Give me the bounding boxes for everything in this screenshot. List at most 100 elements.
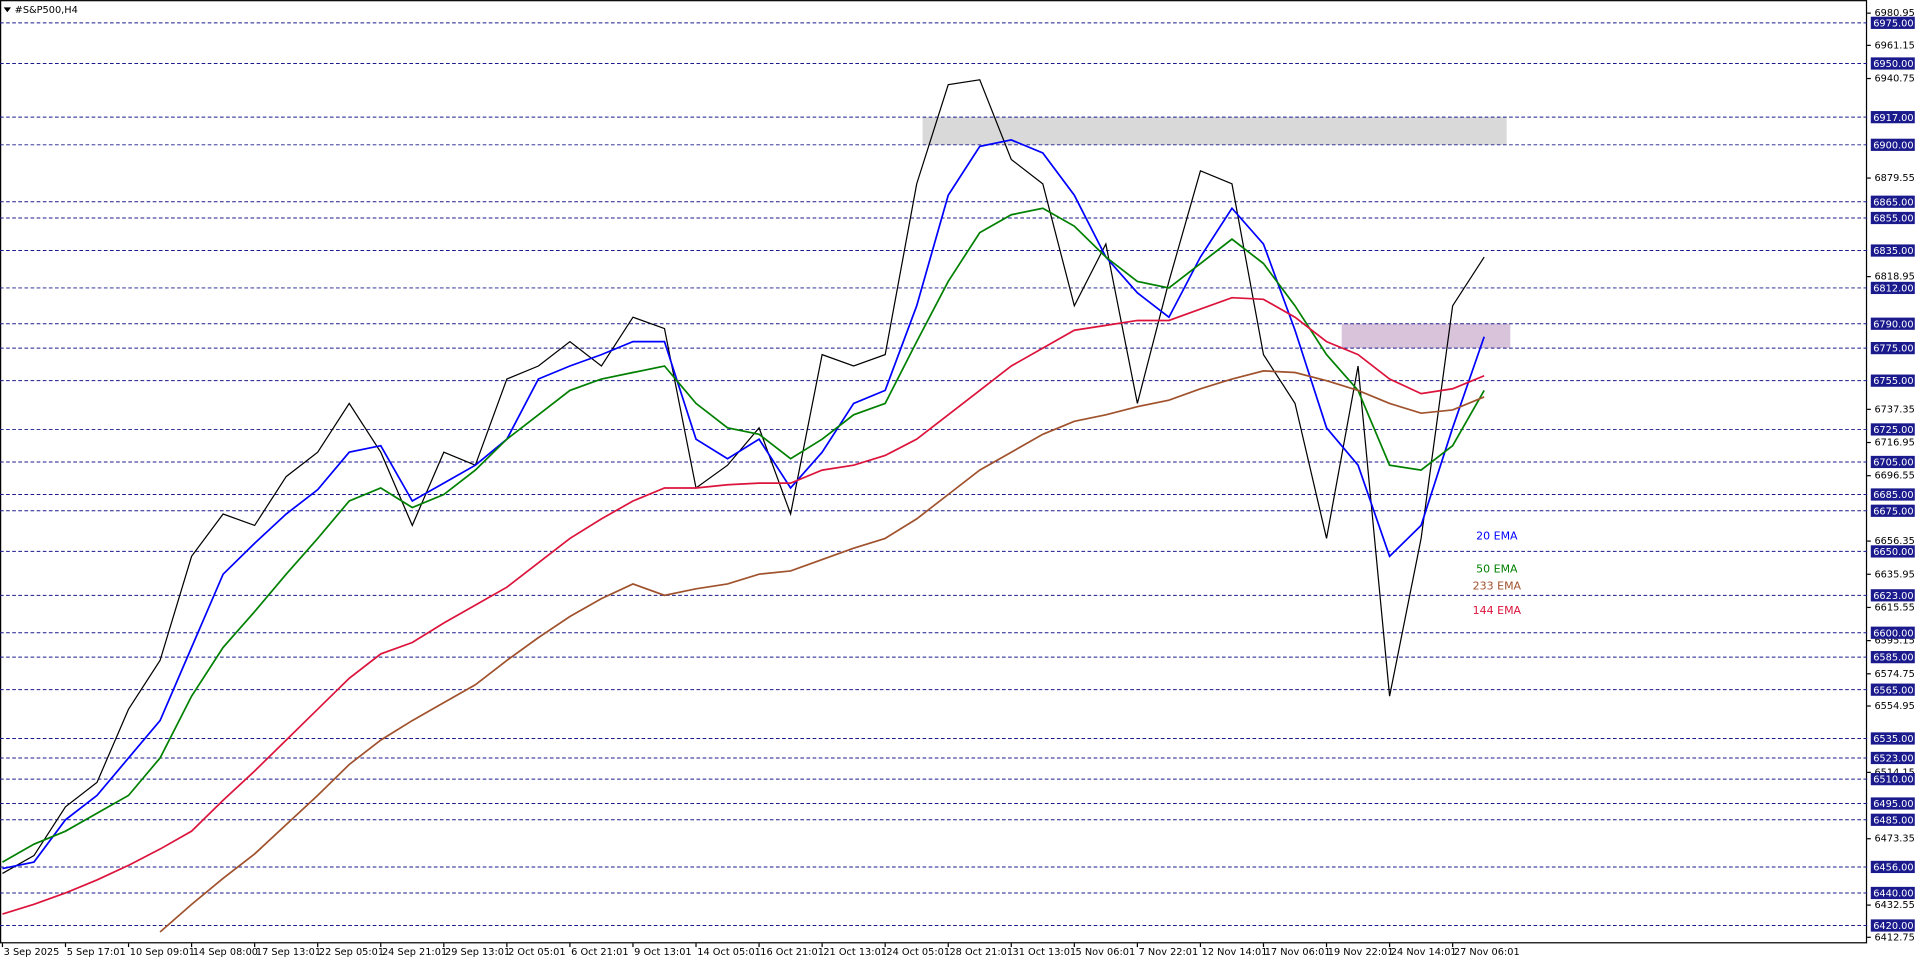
y-tick-label: 6574.75 xyxy=(1874,669,1914,680)
level-label-box xyxy=(1870,773,1915,786)
level-label-text: 6510.00 xyxy=(1873,775,1913,786)
level-label-box xyxy=(1870,886,1915,900)
level-label-box xyxy=(1870,488,1915,501)
level-label-box xyxy=(1870,797,1915,810)
level-label-text: 6565.00 xyxy=(1873,685,1913,696)
x-tick-label: 24 Oct 05:01 xyxy=(886,947,950,958)
x-tick-label: 14 Sep 08:00 xyxy=(193,947,258,958)
level-label: 6485.00 xyxy=(1870,813,1915,826)
level-label: 6790.00 xyxy=(1870,317,1915,330)
level-label-text: 6790.00 xyxy=(1873,319,1913,330)
level-label: 6812.00 xyxy=(1870,281,1915,295)
x-tick-label: 17 Sep 13:01 xyxy=(256,947,321,958)
x-tick-label: 14 Oct 05:01 xyxy=(697,947,761,958)
level-label-box xyxy=(1870,732,1915,745)
level-label: 6420.00 xyxy=(1870,919,1915,932)
level-label-box xyxy=(1870,211,1915,225)
y-tick-label: 6940.75 xyxy=(1874,74,1914,85)
y-tick-label: 6716.95 xyxy=(1874,438,1914,449)
level-label-text: 6650.00 xyxy=(1873,547,1913,558)
y-tick-label: 6980.95 xyxy=(1874,8,1914,19)
x-tick-label: 22 Sep 05:01 xyxy=(319,947,384,958)
x-tick-label: 6 Oct 21:01 xyxy=(571,947,628,958)
level-label-text: 6775.00 xyxy=(1873,344,1913,355)
level-label-box xyxy=(1870,342,1915,355)
level-label: 6775.00 xyxy=(1870,342,1915,355)
level-label: 6623.00 xyxy=(1870,589,1915,602)
x-tick-label: 24 Nov 14:01 xyxy=(1391,947,1457,958)
level-label: 6565.00 xyxy=(1870,683,1915,696)
menu-triangle[interactable] xyxy=(3,7,11,13)
x-tick-label: 9 Oct 13:01 xyxy=(634,947,691,958)
level-label-text: 6685.00 xyxy=(1873,490,1913,501)
x-tick-label: 5 Sep 17:01 xyxy=(67,947,126,958)
x-tick-label: 28 Oct 21:01 xyxy=(949,947,1013,958)
y-tick-label: 6514.15 xyxy=(1874,767,1914,778)
level-label-box xyxy=(1870,455,1915,469)
level-label: 6725.00 xyxy=(1870,423,1915,436)
level-label: 6535.00 xyxy=(1870,732,1915,745)
level-label: 6523.00 xyxy=(1870,751,1915,765)
level-label: 6510.00 xyxy=(1870,773,1915,786)
level-label-text: 6600.00 xyxy=(1873,628,1913,639)
level-label-text: 6865.00 xyxy=(1873,197,1913,208)
x-tick-label: 29 Sep 13:01 xyxy=(445,947,510,958)
x-tick-label: 17 Nov 06:01 xyxy=(1265,947,1331,958)
price-zone xyxy=(1341,323,1511,349)
level-label: 6755.00 xyxy=(1870,374,1915,387)
y-tick-label: 6554.95 xyxy=(1874,701,1914,712)
level-label: 6975.00 xyxy=(1870,16,1915,29)
y-tick-label: 6473.35 xyxy=(1874,834,1914,845)
level-label: 6900.00 xyxy=(1870,138,1915,151)
level-label: 6705.00 xyxy=(1870,455,1915,469)
level-label-text: 6755.00 xyxy=(1873,376,1913,387)
level-label-text: 6623.00 xyxy=(1873,591,1913,602)
level-label-text: 6440.00 xyxy=(1873,889,1913,900)
x-tick-label: 21 Oct 13:01 xyxy=(823,947,887,958)
y-tick-label: 6818.95 xyxy=(1874,272,1914,283)
level-label: 6917.00 xyxy=(1870,111,1915,124)
level-label-box xyxy=(1870,111,1915,124)
legend-label: 20 EMA xyxy=(1476,529,1518,542)
x-tick-label: 24 Sep 21:01 xyxy=(382,947,447,958)
level-label-text: 6950.00 xyxy=(1873,59,1913,70)
series-line xyxy=(2,79,1485,874)
legend-label: 50 EMA xyxy=(1476,562,1518,575)
level-label-box xyxy=(1870,317,1915,330)
y-tick-label: 6412.75 xyxy=(1874,932,1914,943)
level-label: 6835.00 xyxy=(1870,244,1915,257)
legend-label: 144 EMA xyxy=(1473,604,1522,617)
level-label-box xyxy=(1870,751,1915,765)
level-label-box xyxy=(1870,651,1915,664)
level-label: 6950.00 xyxy=(1870,57,1915,70)
level-label-box xyxy=(1870,423,1915,436)
level-label-text: 6975.00 xyxy=(1873,18,1913,29)
x-tick-label: 12 Nov 14:01 xyxy=(1202,947,1268,958)
level-label-box xyxy=(1870,195,1915,208)
y-tick-label: 6656.35 xyxy=(1874,536,1914,547)
y-tick-label: 6737.35 xyxy=(1874,404,1914,415)
y-tick-label: 6696.55 xyxy=(1874,471,1914,482)
level-label-box xyxy=(1870,626,1915,639)
level-label-text: 6855.00 xyxy=(1873,214,1913,225)
level-label-box xyxy=(1870,545,1915,558)
y-tick-label: 6432.55 xyxy=(1874,900,1914,911)
level-label: 6456.00 xyxy=(1870,860,1915,874)
chart-title: #S&P500,H4 xyxy=(15,5,78,16)
plot-border xyxy=(0,0,1868,944)
series-line xyxy=(2,207,1485,863)
level-label-text: 6523.00 xyxy=(1873,754,1913,765)
level-label-box xyxy=(1870,860,1915,874)
y-tick-label: 6879.55 xyxy=(1874,173,1914,184)
x-tick-label: 7 Nov 22:01 xyxy=(1139,947,1199,958)
level-label-box xyxy=(1870,919,1915,932)
level-label: 6600.00 xyxy=(1870,626,1915,639)
series-line xyxy=(159,370,1485,933)
x-tick-label: 31 Oct 13:01 xyxy=(1012,947,1076,958)
level-label-text: 6835.00 xyxy=(1873,246,1913,257)
x-tick-label: 10 Sep 09:01 xyxy=(130,947,195,958)
series-line xyxy=(2,296,1485,915)
